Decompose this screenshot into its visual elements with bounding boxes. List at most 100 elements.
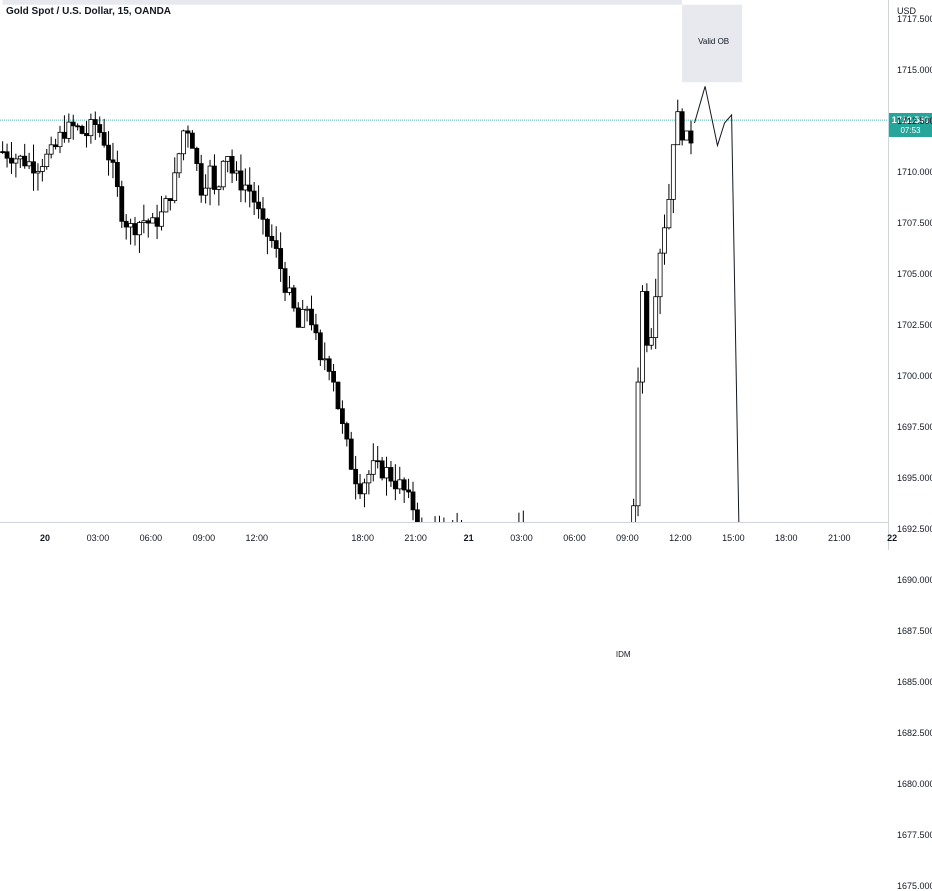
candle-body [92,119,98,125]
candle-body [640,291,645,383]
time-tick-label: 03:00 [86,533,110,543]
price-tick-label: 1687.500 [897,626,932,636]
candle-body [123,220,129,228]
valid-ob-label: Valid OB [698,37,730,47]
candle-body [31,161,36,174]
price-plot[interactable] [0,0,888,522]
candle-body [110,159,116,163]
candle-body [675,111,681,146]
candle-body [137,222,142,236]
candle-body [331,370,336,383]
candle-body [340,408,345,424]
candle-body [172,172,178,201]
candle-body [229,156,235,174]
price-tick-label: 1677.500 [897,830,932,840]
candle-body [159,211,164,227]
candle-body [273,240,279,249]
candle-body [392,480,398,490]
candle-body [4,151,10,159]
price-tick-label: 1682.500 [897,728,932,738]
candle-body [101,132,107,146]
bar-countdown: 07:53 [900,126,921,135]
last-price-tag: 1712.540 07:53 [889,113,932,137]
price-axis[interactable] [888,0,932,550]
candle-body [203,187,209,196]
candle-body [62,131,67,139]
time-tick-label: 21 [463,533,474,543]
candle-body [185,130,191,134]
candle-body [79,125,85,134]
candle-body [278,248,284,270]
candle-body [670,144,676,200]
candle-body [644,291,650,346]
candle-body [335,381,341,410]
candle-body [57,131,63,148]
candle-body [119,186,125,222]
price-tick-label: 1680.000 [897,779,932,789]
candle-body [657,252,663,298]
candle-body [114,161,120,188]
price-tick-label: 1707.500 [897,218,932,228]
candle-body [662,227,667,254]
candle-body [212,165,217,190]
candle-body [145,220,151,224]
candle-body [256,201,261,210]
candle-body [344,423,350,440]
candle-body [631,505,637,522]
candle-body [17,155,23,160]
candle-body [397,479,403,490]
candle-body [13,158,19,164]
candle-body [154,217,160,227]
candle-body [238,170,244,191]
price-tick-label: 1702.500 [897,320,932,330]
candle-body [295,307,301,328]
time-tick-label: 18:00 [351,533,374,543]
candle-body [648,337,654,346]
candle-body [679,111,685,141]
candle-body [384,467,389,479]
chart-title: Gold Spot / U.S. Dollar, 15, OANDA [6,6,172,17]
candle-body [163,198,169,213]
candle-body [635,381,641,507]
price-tick-label: 1710.000 [897,167,932,177]
candle-body [317,332,323,361]
candle-body [106,144,111,161]
candle-body [309,308,314,326]
candle-body [44,153,50,167]
candle-body [260,208,266,220]
time-tick-label: 20 [39,533,51,543]
candle-body [348,438,354,470]
candle-body [39,166,45,172]
candle-body [132,223,138,236]
candle-body [75,125,81,128]
last-price-value: 1712.540 [891,115,930,125]
candle-body [26,161,32,167]
time-tick-label: 22 [887,533,898,543]
time-tick-label: 06:00 [563,533,586,543]
candle-body [313,324,319,334]
candle-body [242,184,248,191]
time-tick-label: 18:00 [775,533,798,543]
time-tick-label: 15:00 [722,533,745,543]
candle-body [189,132,195,149]
candle-body [415,509,420,522]
candle-body [264,218,270,237]
time-axis[interactable] [0,522,888,550]
candle-body [269,235,275,242]
candle-body [70,121,76,127]
candle-body [66,121,72,139]
time-tick-label: 21:00 [404,533,427,543]
price-tick-label: 1705.000 [897,269,932,279]
candle-body [410,491,416,511]
candle-body [22,155,28,167]
candle-body [684,130,689,141]
candle-body [291,287,297,309]
candle-body [357,483,363,495]
price-tick-label: 1692.500 [897,524,932,534]
time-tick-label: 12:00 [245,533,269,543]
valid-ob-zone [682,4,743,83]
candle-body [88,119,94,137]
candle-body [194,147,200,165]
candle-body [0,151,6,154]
candle-body [379,460,385,479]
